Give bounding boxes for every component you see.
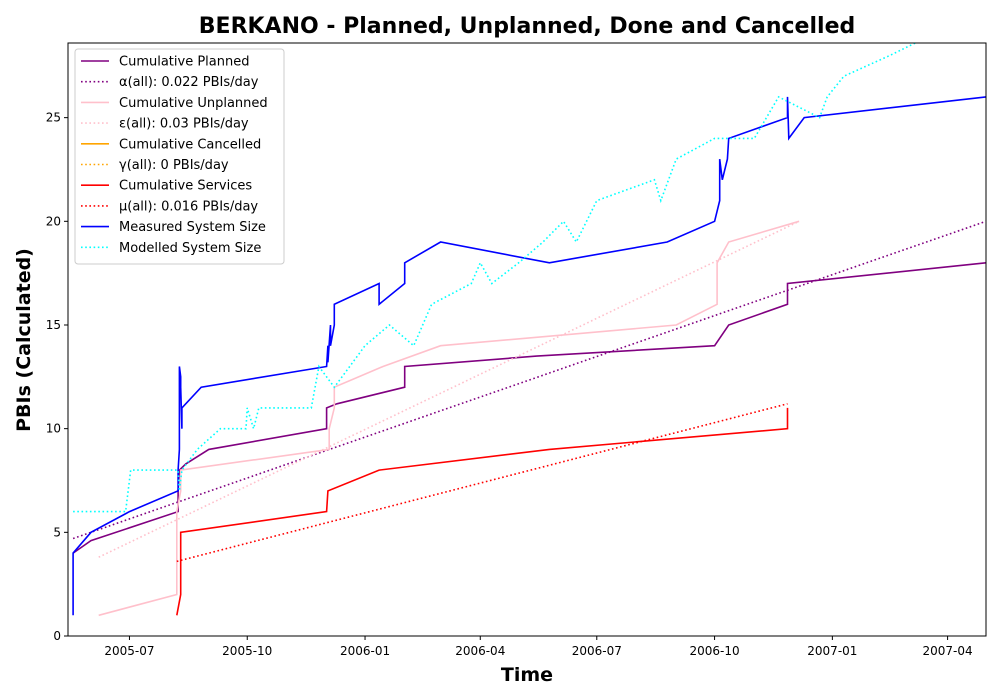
x-tick-label: 2006-04 (455, 644, 505, 658)
x-tick-label: 2006-01 (340, 644, 390, 658)
x-tick-label: 2006-10 (689, 644, 739, 658)
legend-box (74, 48, 285, 265)
legend-label-all-0-pbis-day-5: γ(all): 0 PBIs/day (119, 158, 229, 173)
legend-label-cumulative-unplanned-2: Cumulative Unplanned (119, 96, 268, 111)
series-line-cumulative-unplanned-2 (98, 220, 800, 617)
x-tick-label: 2007-04 (923, 644, 973, 658)
plot-frame (67, 42, 987, 637)
legend-label-measured-system-size-8: Measured System Size (119, 220, 266, 235)
legend-label-cumulative-services-6: Cumulative Services (119, 179, 252, 194)
x-tick-label: 2005-10 (222, 644, 272, 658)
legend-label-cumulative-planned-0: Cumulative Planned (119, 55, 249, 70)
y-tick-label: 20 (46, 214, 61, 228)
legend-label-all-0-016-pbis-day-7: μ(all): 0.016 PBIs/day (119, 199, 258, 214)
y-tick-label: 0 (53, 629, 61, 643)
y-tick-label: 25 (46, 111, 61, 125)
x-tick-label: 2006-07 (572, 644, 622, 658)
series-line-cumulative-planned-0 (72, 262, 986, 554)
y-tick-label: 10 (46, 422, 61, 436)
x-axis-label: Time (501, 664, 553, 686)
x-tick-label: 2007-01 (807, 644, 857, 658)
legend-label-all-0-03-pbis-day-3: ε(all): 0.03 PBIs/day (119, 117, 249, 132)
y-axis-label: PBIs (Calculated) (13, 248, 35, 432)
chart-title: BERKANO - Planned, Unplanned, Done and C… (199, 14, 855, 39)
series-layer (72, 43, 986, 617)
axis-layer: 2005-07 2005-10 2006-01 2006-04 2006-07 2006-… (46, 42, 987, 658)
series-line-modelled-system-size-9 (73, 43, 918, 513)
legend-label-all-0-022-pbis-day-1: α(all): 0.022 PBIs/day (119, 75, 259, 90)
series-line-all-0-03-pbis-day-3 (98, 220, 800, 558)
legend: Cumulative Planned α(all): 0.022 PBIs/day… (74, 48, 285, 265)
y-tick-label: 5 (53, 525, 61, 539)
series-line-measured-system-size-8 (72, 96, 986, 616)
legend-label-cumulative-cancelled-4: Cumulative Cancelled (119, 137, 261, 152)
x-tick-label: 2005-07 (104, 644, 154, 658)
series-line-all-0-016-pbis-day-7 (176, 403, 788, 563)
y-tick-label: 15 (46, 318, 61, 332)
series-line-all-0-022-pbis-day-1 (72, 220, 986, 540)
legend-label-modelled-system-size-9: Modelled System Size (119, 241, 261, 256)
series-line-cumulative-services-6 (176, 407, 789, 616)
